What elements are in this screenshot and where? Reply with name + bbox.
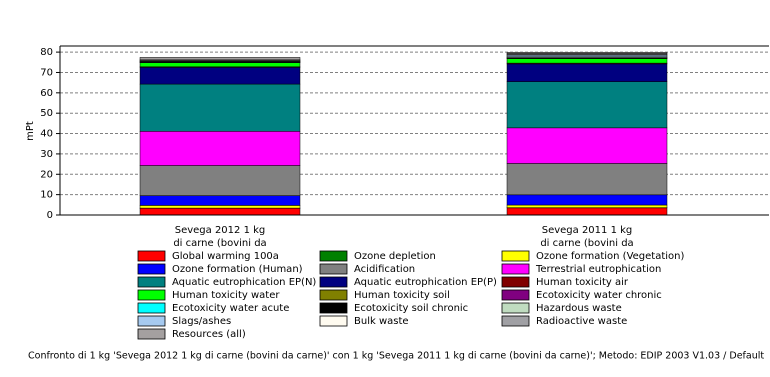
legend-label: Human toxicity air [536,277,629,288]
legend-label: Aquatic eutrophication EP(N) [172,277,316,288]
x-tick-label: Sevega 2011 1 kg [542,225,633,236]
legend-label: Human toxicity water [172,290,280,301]
legend-swatch [137,289,166,301]
bar-segment [139,83,301,132]
bar-segment [139,62,301,68]
legend-label: Slags/ashes [172,316,231,327]
bar-segment [506,127,668,164]
bar-segment [139,67,301,85]
legend-label: Resources (all) [172,329,246,340]
y-tick-label: 50 [40,108,53,119]
bar-segment [139,131,301,166]
bar-segment [506,207,668,216]
legend-label: Ozone formation (Vegetation) [536,251,685,262]
bar-segment [139,165,301,196]
x-tick-label: di carne (bovini da [173,238,266,249]
legend-swatch [137,276,166,288]
legend-label: Aquatic eutrophication EP(P) [354,277,497,288]
y-tick-label: 40 [40,129,53,140]
legend-label: Ecotoxicity water acute [172,303,289,314]
legend-label: Ozone formation (Human) [172,264,303,275]
legend-label: Ecotoxicity water chronic [536,290,662,301]
legend-swatch [501,315,530,327]
bar-segment [506,63,668,82]
bar-segment [506,81,668,129]
legend-swatch [137,328,166,340]
legend-swatch [137,302,166,314]
legend-swatch [319,250,348,262]
legend-label: Human toxicity soil [354,290,450,301]
y-tick-label: 0 [47,210,53,221]
legend-label: Global warming 100a [172,251,279,262]
y-tick-label: 80 [40,47,53,58]
legend-swatch [319,315,348,327]
bar-segment [139,208,301,216]
bar-segment [506,58,668,64]
legend-swatch [501,276,530,288]
legend-swatch [501,250,530,262]
legend-label: Terrestrial eutrophication [535,264,661,275]
legend-label: Hazardous waste [536,303,622,314]
bar-segment [139,205,301,209]
legend-swatch [501,289,530,301]
bar-segment [139,195,301,206]
legend-swatch [501,263,530,275]
legend-label: Acidification [354,264,415,275]
y-tick-label: 60 [40,88,53,99]
legend-label: Ozone depletion [354,251,436,262]
bar-segment [506,163,668,196]
legend-label: Ecotoxicity soil chronic [354,303,468,314]
legend-swatch [501,302,530,314]
y-tick-label: 70 [40,67,53,78]
y-tick-label: 30 [40,149,53,160]
legend-label: Radioactive waste [536,316,627,327]
legend-swatch [137,250,166,262]
x-tick-label: di carne (bovini da [540,238,633,249]
y-tick-label: 20 [40,169,53,180]
y-axis-label: mPt [25,121,36,141]
legend-label: Bulk waste [354,316,409,327]
legend-swatch [319,289,348,301]
footer: Confronto di 1 kg 'Sevega 2012 1 kg di c… [28,351,764,362]
legend-swatch [319,276,348,288]
bar-segment [506,52,668,54]
x-tick-label: Sevega 2012 1 kg [175,225,266,236]
bar-segment [506,204,668,208]
legend-swatch [319,302,348,314]
legend-swatch [137,315,166,327]
bar-segment [506,194,668,206]
y-tick-label: 10 [40,190,53,201]
legend-swatch [319,263,348,275]
legend-swatch [137,263,166,275]
bar-segment [139,57,301,61]
